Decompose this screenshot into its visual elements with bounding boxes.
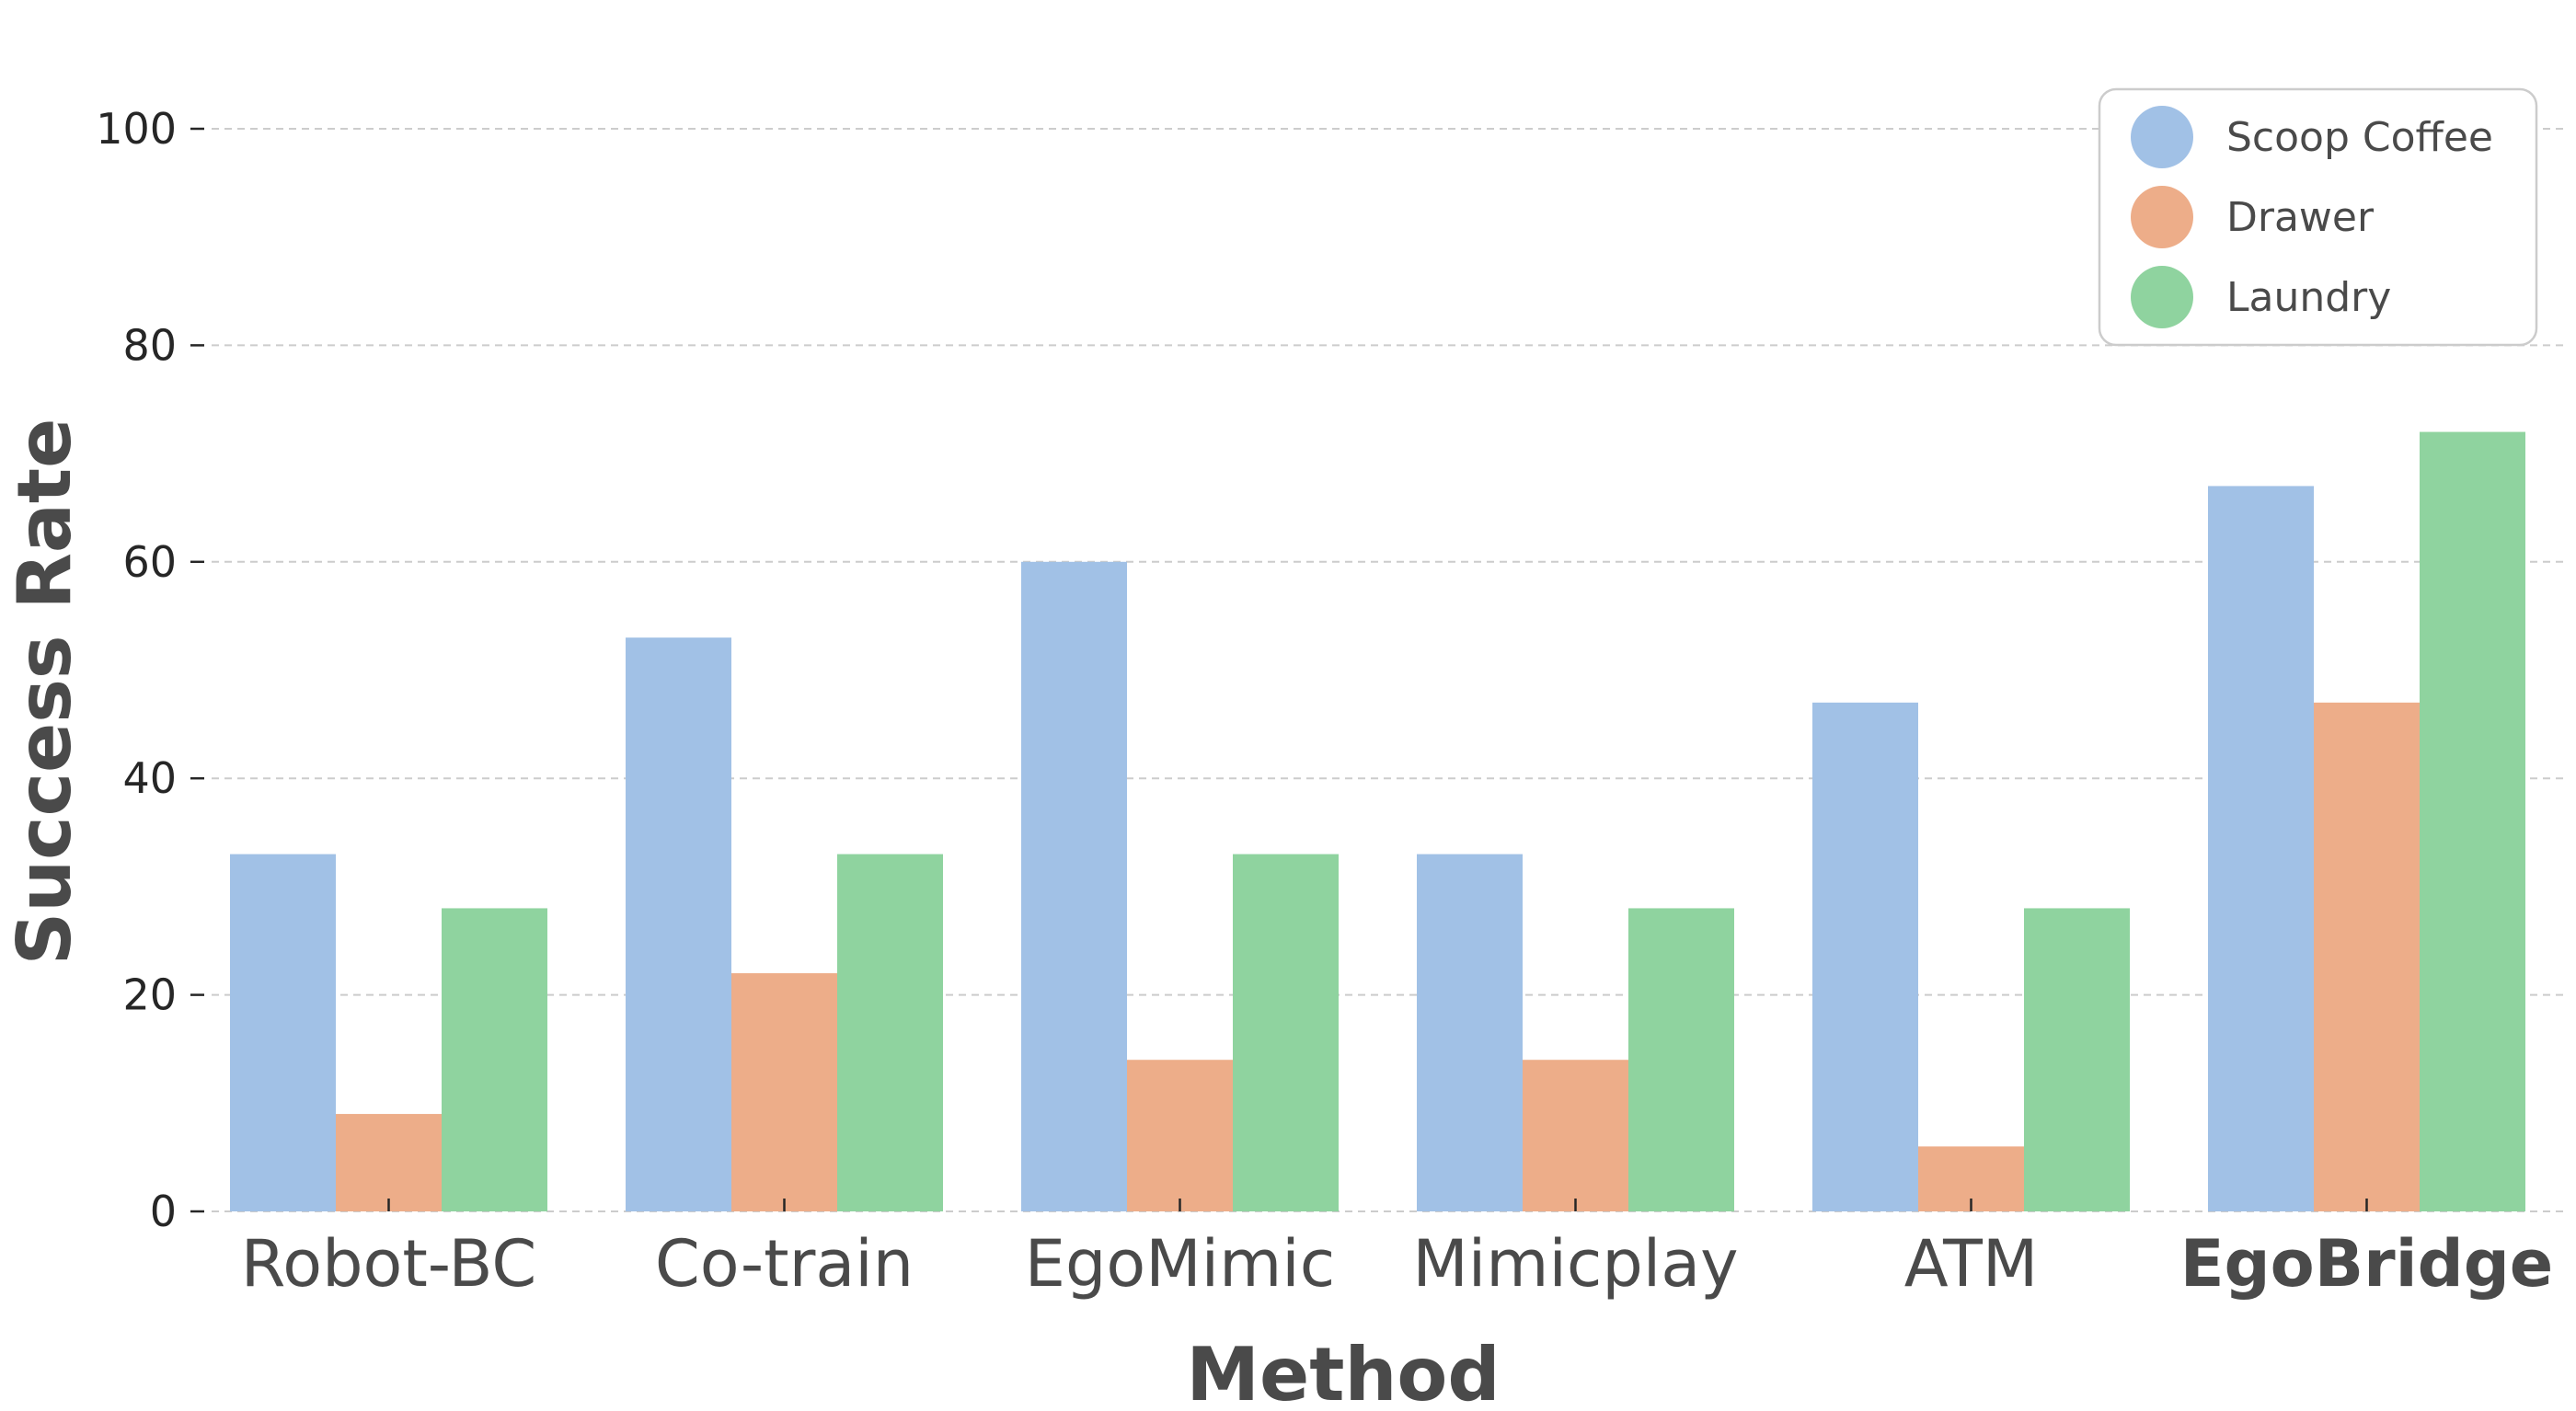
gridlines — [212, 128, 2567, 1212]
legend-swatch — [2131, 186, 2193, 248]
bar-scoop-coffee — [2208, 486, 2314, 1211]
x-tick-label: Robot-BC — [241, 1226, 536, 1302]
bar-drawer — [336, 1114, 442, 1211]
legend-swatch — [2131, 106, 2193, 168]
y-tick-label: 60 — [122, 537, 177, 587]
bar-laundry — [2420, 431, 2525, 1211]
bar-drawer — [2314, 702, 2420, 1211]
x-tick-label: EgoBridge — [2180, 1226, 2554, 1302]
x-axis: Robot-BC Co-train EgoMimic Mimicplay ATM EgoB… — [241, 1199, 2554, 1302]
y-tick-label: 0 — [150, 1187, 177, 1236]
bar-laundry — [2024, 908, 2130, 1211]
legend-swatch — [2131, 266, 2193, 328]
bar-drawer — [1523, 1060, 1628, 1211]
bars — [230, 431, 2525, 1211]
legend: Scoop Coffee Drawer Laundry — [2098, 87, 2538, 347]
bar-laundry — [1628, 908, 1734, 1211]
bar-scoop-coffee — [1812, 702, 1918, 1211]
bar-laundry — [442, 908, 547, 1211]
x-axis-title: Method — [1186, 1332, 1500, 1411]
legend-label: Drawer — [2226, 194, 2375, 241]
y-tick-label: 100 — [96, 104, 177, 154]
x-tick-label: EgoMimic — [1025, 1226, 1335, 1302]
bar-laundry — [1233, 854, 1339, 1211]
y-axis-title: Success Rate — [2, 419, 87, 966]
bar-scoop-coffee — [1021, 561, 1127, 1211]
y-tick-label: 40 — [122, 753, 177, 803]
bar-drawer — [1127, 1060, 1233, 1211]
bar-scoop-coffee — [230, 854, 336, 1211]
y-axis: 0 20 40 60 80 100 — [96, 104, 204, 1236]
x-tick-label: ATM — [1904, 1226, 2039, 1302]
legend-label: Scoop Coffee — [2226, 114, 2493, 161]
bar-scoop-coffee — [1417, 854, 1523, 1211]
x-tick-label: Co-train — [655, 1226, 914, 1302]
bar-drawer — [731, 973, 837, 1211]
x-tick-label: Mimicplay — [1412, 1226, 1738, 1302]
legend-box — [2098, 87, 2538, 347]
y-tick-label: 80 — [122, 320, 177, 370]
legend-label: Laundry — [2226, 274, 2391, 321]
bar-scoop-coffee — [626, 637, 731, 1211]
y-tick-label: 20 — [122, 970, 177, 1020]
bar-laundry — [837, 854, 943, 1211]
